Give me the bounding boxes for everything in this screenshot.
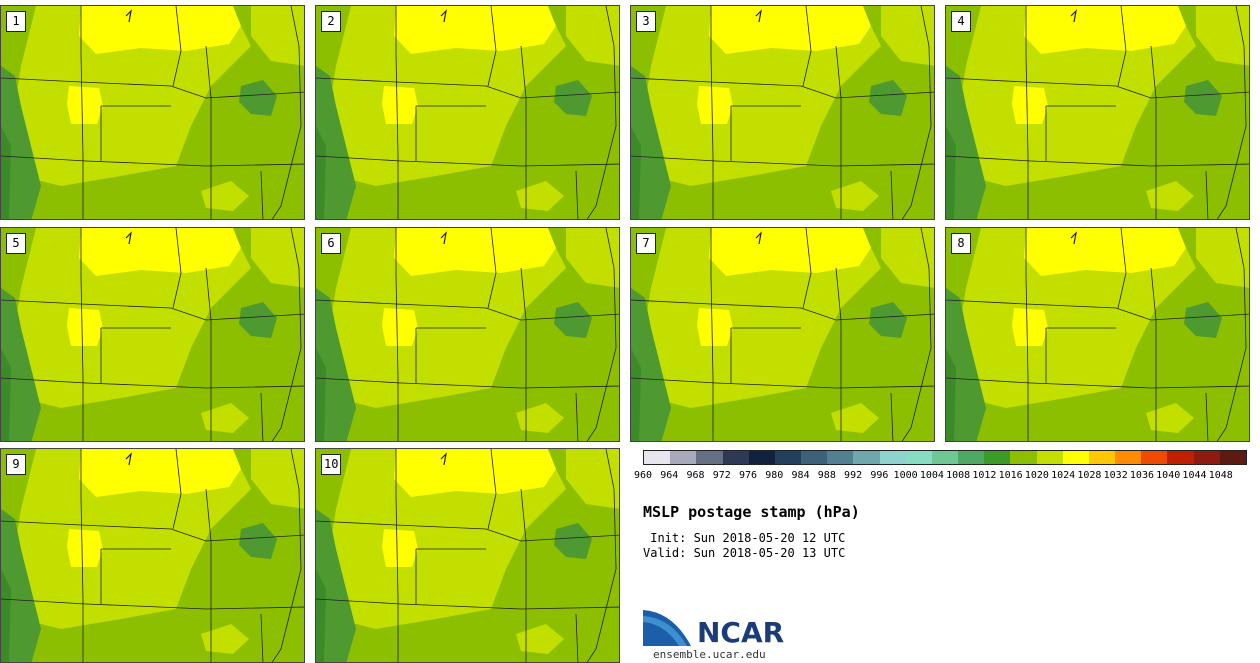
colorbar-swatch [905, 451, 932, 464]
colorbar-tick-label: 1040 [1156, 470, 1181, 481]
colorbar-swatch [1088, 451, 1116, 464]
colorbar-swatch [1141, 451, 1168, 464]
colorbar-tick-label: 1044 [1182, 470, 1207, 481]
panel-member-label: 10 [321, 454, 342, 475]
postage-stamp-panel: 1 [0, 5, 305, 220]
colorbar-tick-label: 1004 [919, 470, 944, 481]
colorbar-tick-label: 1016 [998, 470, 1023, 481]
colorbar-tick-label: 1024 [1051, 470, 1076, 481]
postage-stamp-panel: 5 [0, 227, 305, 442]
colorbar-swatch [1036, 451, 1063, 464]
colorbar-tick-label: 976 [739, 470, 758, 481]
colorbar-swatch [748, 451, 775, 464]
colorbar-tick-label: 1032 [1103, 470, 1128, 481]
colorbar-tick-label: 988 [817, 470, 836, 481]
panel-member-label: 1 [6, 11, 26, 32]
panel-member-label: 4 [951, 11, 971, 32]
valid-time: Valid: Sun 2018-05-20 13 UTC [643, 546, 846, 560]
colorbar-swatch [1193, 451, 1220, 464]
colorbar-tick-label: 1036 [1129, 470, 1154, 481]
colorbar-swatch [853, 451, 880, 464]
colorbar-tick-label: 1008 [946, 470, 971, 481]
postage-stamp-panel: 2 [315, 5, 620, 220]
colorbar-swatch [1062, 451, 1089, 464]
colorbar-swatch [1115, 451, 1142, 464]
colorbar-swatch [696, 451, 723, 464]
colorbar-swatch [1219, 451, 1246, 464]
postage-stamp-panel: 3 [630, 5, 935, 220]
postage-stamp-panel: 4 [945, 5, 1250, 220]
init-time: Init: Sun 2018-05-20 12 UTC [643, 531, 846, 545]
colorbar-tick-label: 984 [791, 470, 810, 481]
postage-stamp-panel: 8 [945, 227, 1250, 442]
mslp-map [631, 228, 934, 441]
panel-member-label: 6 [321, 233, 341, 254]
colorbar-tick-label: 992 [844, 470, 863, 481]
panel-member-label: 2 [321, 11, 341, 32]
colorbar-tick-label: 1020 [1024, 470, 1049, 481]
colorbar-swatch [984, 451, 1011, 464]
postage-stamp-panel: 6 [315, 227, 620, 442]
colorbar-tick-label: 1028 [1077, 470, 1102, 481]
colorbar-tick-label: 960 [633, 470, 653, 481]
panel-member-label: 8 [951, 233, 971, 254]
mslp-map [316, 6, 619, 219]
colorbar-swatch [827, 451, 854, 464]
colorbar-tick-label: 968 [686, 470, 705, 481]
postage-stamp-panel: 10 [315, 448, 620, 663]
postage-stamp-panel: 7 [630, 227, 935, 442]
mslp-map [316, 449, 619, 662]
panel-member-label: 9 [6, 454, 26, 475]
mslp-map [1, 6, 304, 219]
ensemble-url: ensemble.ucar.edu [653, 648, 766, 661]
panel-member-label: 7 [636, 233, 656, 254]
mslp-map [946, 6, 1249, 219]
mslp-colorbar [643, 450, 1247, 465]
colorbar-swatch [644, 451, 671, 464]
mslp-map [946, 228, 1249, 441]
colorbar-swatch [931, 451, 959, 464]
colorbar-tick-label: 972 [712, 470, 731, 481]
colorbar-tick-label: 964 [660, 470, 679, 481]
mslp-map [631, 6, 934, 219]
colorbar-swatch [670, 451, 697, 464]
colorbar-swatch [722, 451, 749, 464]
colorbar-swatch [1167, 451, 1194, 464]
colorbar-tick-label: 1048 [1208, 470, 1233, 481]
ncar-logo [643, 607, 694, 646]
mslp-map [1, 449, 304, 662]
ncar-logo-text: NCAR [697, 616, 785, 649]
panel-member-label: 5 [6, 233, 26, 254]
colorbar-tick-labels: 960 964 968 972 976 980 984 988 992 996 1000 1004 10… [634, 470, 1247, 484]
mslp-map [316, 228, 619, 441]
panel-member-label: 3 [636, 11, 656, 32]
colorbar-tick-label: 1000 [893, 470, 918, 481]
colorbar-tick-label: 980 [765, 470, 784, 481]
mslp-map [1, 228, 304, 441]
colorbar-swatch [801, 451, 828, 464]
colorbar-swatch [1010, 451, 1037, 464]
chart-title: MSLP postage stamp (hPa) [643, 503, 860, 521]
colorbar-swatch [774, 451, 802, 464]
colorbar-swatch [879, 451, 906, 464]
colorbar-tick-label: 996 [870, 470, 889, 481]
postage-stamp-panel: 9 [0, 448, 305, 663]
colorbar-swatch [958, 451, 985, 464]
colorbar-tick-label: 1012 [972, 470, 997, 481]
